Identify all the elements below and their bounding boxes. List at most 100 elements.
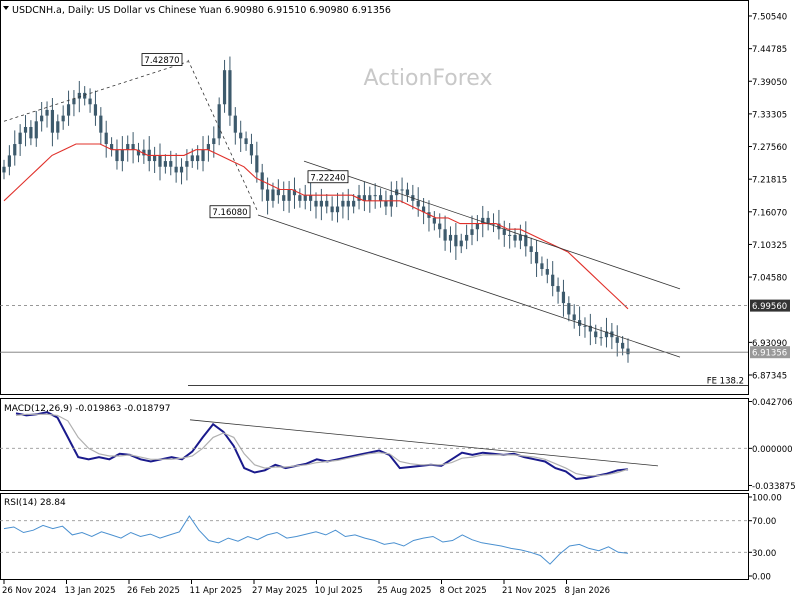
candle-body xyxy=(271,189,275,201)
candle-body xyxy=(330,206,334,213)
candle-body xyxy=(169,161,173,167)
candle-body xyxy=(583,325,587,327)
candle-body xyxy=(448,234,453,241)
candle-body xyxy=(88,98,92,105)
candle-body xyxy=(190,155,194,162)
candle-body xyxy=(249,144,254,156)
candle-body xyxy=(486,217,490,224)
trend-line-lower-channel xyxy=(257,214,681,358)
rsi-y-tick-label: 100.00 xyxy=(752,494,782,504)
candle-body xyxy=(18,132,22,145)
candle-body xyxy=(222,70,227,105)
candle-body xyxy=(621,342,625,349)
candle-body xyxy=(341,200,345,207)
y-tick-label: 7.50540 xyxy=(752,12,787,22)
candle-body xyxy=(352,200,356,207)
x-tick-label: 8 Oct 2025 xyxy=(440,586,487,596)
candle-body xyxy=(529,246,533,252)
candle-body xyxy=(72,98,76,105)
macd-panel-title: MACD(12,26,9) -0.019863 -0.018797 xyxy=(4,404,170,414)
candle-body xyxy=(378,195,383,201)
x-tick-label: 26 Nov 2024 xyxy=(2,586,56,596)
y-tick-label: 7.33305 xyxy=(752,110,787,120)
candle-body xyxy=(518,234,523,241)
candle-body xyxy=(292,189,297,196)
candle-body xyxy=(109,144,114,150)
candle-body xyxy=(432,217,436,224)
y-tick-label: 6.87345 xyxy=(752,371,787,381)
macd-signal-line xyxy=(15,413,629,477)
candle-body xyxy=(83,92,87,99)
candle-body xyxy=(153,155,157,162)
price-label-box xyxy=(209,205,251,219)
candle-body xyxy=(470,229,474,235)
candle-body xyxy=(540,263,544,270)
candle-body xyxy=(158,155,162,167)
candle-body xyxy=(615,337,619,343)
candle-body xyxy=(438,223,442,230)
candle-body xyxy=(508,234,512,236)
macd-line xyxy=(15,411,629,481)
candle-body xyxy=(13,144,17,156)
triangle-down-icon xyxy=(3,6,9,10)
fe-level-label: FE 138.2 xyxy=(707,376,744,386)
x-tick-label: 10 Jul 2025 xyxy=(315,586,363,596)
trend-line-dashed-rise xyxy=(3,61,189,122)
candle-body xyxy=(561,291,566,304)
candle-body xyxy=(126,144,130,150)
candle-body xyxy=(255,155,259,173)
candle-body xyxy=(556,286,560,292)
level-badge-text: 6.91356 xyxy=(752,349,787,359)
candle-body xyxy=(534,251,539,264)
candle-body xyxy=(384,200,388,207)
candle-body xyxy=(346,200,350,207)
y-tick-label: 7.39050 xyxy=(752,78,787,88)
rsi-line xyxy=(3,515,629,565)
trend-line-upper-channel xyxy=(303,160,681,290)
candle-body xyxy=(163,161,167,167)
candle-body xyxy=(93,104,98,116)
price-label-box xyxy=(307,170,349,184)
candle-body xyxy=(276,189,280,196)
candle-body xyxy=(206,144,211,150)
x-tick-label: 8 Jan 2026 xyxy=(565,586,611,596)
macd-trend-line xyxy=(189,419,659,467)
candle-body xyxy=(373,195,377,197)
candle-body xyxy=(303,195,307,201)
y-tick-label: 7.04580 xyxy=(752,274,787,284)
y-tick-label: 7.16070 xyxy=(752,208,787,218)
candle-body xyxy=(524,234,528,247)
level-badge-text: 6.99560 xyxy=(752,302,787,312)
rsi-y-tick-label: 0.00 xyxy=(752,573,771,583)
y-tick-label: 7.27560 xyxy=(752,143,787,153)
candle-body xyxy=(104,132,108,145)
level-badge xyxy=(750,299,790,312)
candle-body xyxy=(66,104,71,116)
candle-body xyxy=(179,166,184,173)
candle-body xyxy=(217,104,221,139)
candle-body xyxy=(513,234,517,241)
candle-body xyxy=(594,331,598,338)
candle-body xyxy=(196,155,200,162)
candle-body xyxy=(475,223,479,230)
candle-body xyxy=(551,274,555,287)
candle-body xyxy=(454,234,458,247)
candle-body xyxy=(287,189,291,201)
candle-body xyxy=(497,223,501,230)
macd-y-tick-label: 0.042706 xyxy=(752,398,793,408)
candle-body xyxy=(572,314,576,321)
candle-body xyxy=(185,161,189,167)
candle-body xyxy=(400,189,404,191)
rsi-y-tick-label: 70.00 xyxy=(752,517,776,527)
candle-body xyxy=(265,189,270,201)
candle-body xyxy=(45,109,49,116)
candle-body xyxy=(319,200,323,207)
candle-body xyxy=(443,229,447,241)
candle-body xyxy=(335,206,340,213)
candle-body xyxy=(136,149,141,156)
candle-body xyxy=(77,92,81,99)
candle-body xyxy=(325,200,329,207)
candle-body xyxy=(599,337,603,339)
instrument-header: USDCNH.a, Daily: US Dollar vs Chinese Yu… xyxy=(12,5,391,16)
